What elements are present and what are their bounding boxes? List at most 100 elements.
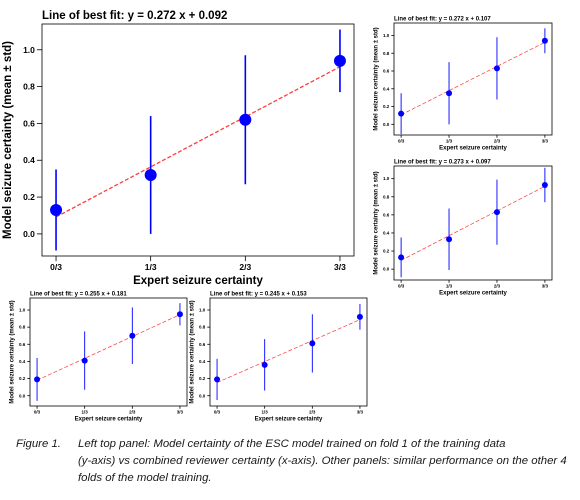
data-point bbox=[333, 54, 346, 67]
x-tick-label: 3/3 bbox=[177, 409, 184, 414]
data-point bbox=[446, 236, 453, 243]
data-point bbox=[398, 254, 405, 261]
x-tick-label: 2/3 bbox=[309, 409, 316, 414]
plot-frame bbox=[393, 165, 553, 281]
best-fit-line bbox=[55, 66, 341, 218]
x-tick-label: 2/3 bbox=[239, 262, 251, 272]
data-point bbox=[239, 113, 252, 126]
data-point bbox=[81, 357, 88, 364]
plot-frame bbox=[393, 22, 553, 136]
x-axis-label: Expert seizure certainty bbox=[133, 275, 263, 287]
x-tick-label: 0/3 bbox=[214, 409, 221, 414]
data-point bbox=[541, 182, 548, 188]
y-tick-label: 0.2 bbox=[383, 104, 390, 109]
x-tick-label: 3/3 bbox=[542, 138, 549, 143]
plot-frame bbox=[41, 23, 355, 257]
y-tick-label: 0.2 bbox=[23, 192, 35, 202]
data-point bbox=[398, 110, 405, 117]
y-axis-label: Model seizure certainty (mean ± std) bbox=[2, 41, 14, 239]
y-axis-label: Model seizure certainty (mean ± std) bbox=[374, 27, 380, 130]
best-fit-line bbox=[36, 314, 181, 381]
y-tick-label: 1.0 bbox=[23, 45, 35, 55]
y-tick-label: 0.4 bbox=[199, 359, 206, 364]
y-tick-label: 0.2 bbox=[19, 376, 26, 381]
chart-title: Line of best fit: y = 0.273 x + 0.097 bbox=[394, 159, 491, 165]
y-tick-label: 0.8 bbox=[19, 325, 26, 330]
y-tick-label: 0.6 bbox=[19, 342, 26, 347]
y-tick-label: 0.6 bbox=[383, 69, 390, 74]
data-point bbox=[356, 313, 363, 320]
y-tick-label: 0.2 bbox=[383, 249, 390, 254]
data-point bbox=[129, 332, 136, 339]
data-point bbox=[493, 65, 500, 72]
y-tick-label: 0.8 bbox=[199, 325, 206, 330]
y-tick-label: 1.0 bbox=[19, 308, 26, 313]
plot-frame bbox=[209, 297, 368, 407]
x-tick-label: 2/3 bbox=[129, 409, 136, 414]
data-point bbox=[50, 203, 63, 216]
x-tick-label: 1/3 bbox=[262, 409, 269, 414]
chart-title: Line of best fit: y = 0.255 x + 0.181 bbox=[30, 291, 127, 297]
y-tick-label: 1.0 bbox=[383, 176, 390, 181]
x-tick-label: 0/3 bbox=[50, 262, 62, 272]
caption-text-line1: Left top panel: Model certainty of the E… bbox=[78, 438, 506, 450]
charts-canvas: Line of best fit: y = 0.272 x + 0.092 0.0… bbox=[2, 10, 553, 423]
chart-title: Line of best fit: y = 0.272 x + 0.092 bbox=[42, 10, 227, 22]
data-point bbox=[261, 361, 268, 368]
data-point bbox=[176, 311, 183, 318]
y-tick-label: 0.8 bbox=[383, 194, 390, 199]
y-axis-label: Model seizure certainty (mean ± std) bbox=[374, 171, 380, 274]
x-axis-label: Expert seizure certainty bbox=[439, 146, 507, 152]
y-tick-label: 0.0 bbox=[23, 229, 35, 239]
caption-text-rest: (y-axis) vs combined reviewer certainty … bbox=[78, 455, 567, 484]
x-tick-label: 1/3 bbox=[446, 138, 453, 143]
y-tick-label: 0.6 bbox=[383, 212, 390, 217]
y-axis-label: Model seizure certainty (mean ± std) bbox=[190, 300, 196, 403]
x-tick-label: 3/3 bbox=[542, 283, 549, 288]
chart-title: Line of best fit: y = 0.272 x + 0.107 bbox=[394, 16, 491, 22]
y-tick-label: 0.6 bbox=[23, 118, 35, 128]
caption-label: Figure 1. bbox=[16, 438, 61, 450]
data-point bbox=[446, 90, 453, 97]
x-tick-label: 1/3 bbox=[446, 283, 453, 288]
data-point bbox=[541, 37, 548, 44]
x-tick-label: 2/3 bbox=[494, 138, 501, 143]
x-axis-label: Expert seizure certainty bbox=[255, 417, 323, 423]
y-tick-label: 0.6 bbox=[199, 342, 206, 347]
y-tick-label: 0.4 bbox=[383, 86, 390, 91]
x-tick-label: 1/3 bbox=[145, 262, 157, 272]
data-point bbox=[309, 340, 316, 347]
chart-title: Line of best fit: y = 0.245 x + 0.153 bbox=[210, 291, 307, 297]
y-tick-label: 0.0 bbox=[383, 122, 390, 127]
chart-panel-4: Line of best fit: y = 0.255 x + 0.181 0.0… bbox=[10, 291, 188, 423]
y-tick-label: 0.2 bbox=[199, 376, 206, 381]
y-tick-label: 0.4 bbox=[383, 231, 390, 236]
x-tick-label: 0/3 bbox=[398, 283, 405, 288]
y-tick-label: 0.0 bbox=[19, 393, 26, 398]
chart-panel-3: Line of best fit: y = 0.273 x + 0.097 0.0… bbox=[374, 159, 553, 297]
x-axis-label: Expert seizure certainty bbox=[439, 291, 507, 297]
chart-panel-1: Line of best fit: y = 0.272 x + 0.092 0.0… bbox=[2, 10, 355, 287]
y-tick-label: 1.0 bbox=[383, 33, 390, 38]
y-tick-label: 0.4 bbox=[19, 359, 26, 364]
x-tick-label: 0/3 bbox=[34, 409, 41, 414]
data-point bbox=[34, 376, 41, 383]
y-tick-label: 0.0 bbox=[199, 393, 206, 398]
caption-first-line: Figure 1. Left top panel: Model certainty… bbox=[16, 436, 576, 453]
x-tick-label: 1/3 bbox=[82, 409, 89, 414]
best-fit-line bbox=[400, 41, 546, 116]
y-tick-label: 0.8 bbox=[383, 51, 390, 56]
data-point bbox=[144, 168, 157, 181]
x-axis-label: Expert seizure certainty bbox=[75, 417, 143, 423]
data-point bbox=[493, 209, 500, 216]
chart-panel-5: Line of best fit: y = 0.245 x + 0.153 0.0… bbox=[190, 291, 368, 423]
figure-caption: Figure 1. Left top panel: Model certainty… bbox=[16, 436, 576, 487]
x-tick-label: 2/3 bbox=[494, 283, 501, 288]
y-tick-label: 0.8 bbox=[23, 82, 35, 92]
x-tick-label: 3/3 bbox=[334, 262, 346, 272]
best-fit-line bbox=[216, 319, 361, 383]
x-tick-label: 0/3 bbox=[398, 138, 405, 143]
best-fit-line bbox=[400, 185, 546, 261]
y-axis-label: Model seizure certainty (mean ± std) bbox=[10, 300, 16, 403]
data-point bbox=[214, 376, 221, 383]
